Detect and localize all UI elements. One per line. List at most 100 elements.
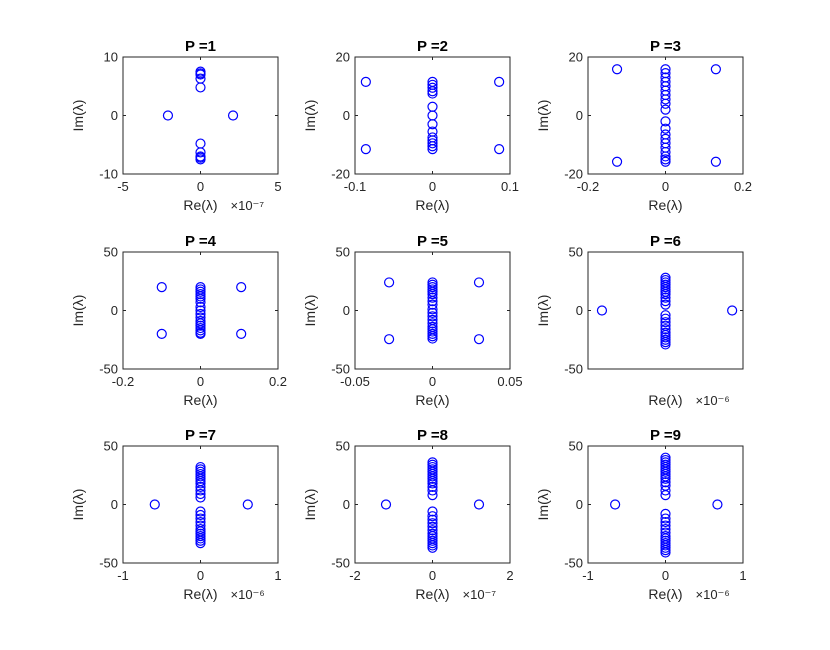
data-point [427,318,438,329]
y-tick-label: 0 [343,303,350,318]
subplot-5: -0.05 0 0.05 -50 0 50 P =5 Re(λ) Im(λ) [302,233,523,408]
x-tick-label: 1 [739,568,746,583]
data-point [660,94,671,105]
data-point [236,328,247,339]
data-point [195,82,206,93]
subplot-title: P =5 [417,233,448,250]
data-point [195,301,206,313]
subplot-4: -0.2 0 0.2 -50 0 50 P =4 Re(λ) Im(λ) [70,233,287,408]
data-point [660,513,671,524]
y-axis-label: Im(λ) [535,100,551,132]
data-point [195,485,206,496]
y-tick-label: 0 [111,303,118,318]
x-tick-label: 0.2 [734,179,752,194]
data-point [427,307,438,318]
data-point [427,478,438,489]
data-point [494,144,505,155]
data-point [660,104,671,115]
subplot-7: -1 0 1 -50 0 50 P =7 Re(λ) ×10⁻⁶ Im(λ) [70,427,282,602]
data-point [427,304,438,315]
data-point [660,123,671,134]
data-point [660,310,671,321]
x-tick-label: 0.05 [497,374,522,389]
data-point [660,339,671,350]
data-point [660,317,671,328]
subplot-title: P =8 [417,427,448,444]
y-tick-label: -20 [564,167,583,182]
axes-box [354,251,511,370]
data-point [473,334,485,345]
data-point [427,525,438,536]
subplot-2: -0.1 0 0.1 -20 0 20 P =2 Re(λ) Im(λ) [302,38,519,213]
y-axis-label: Im(λ) [302,100,318,132]
y-axis-label: Im(λ) [70,295,86,327]
x-axis-label: Re(λ) [183,197,217,213]
x-axis-label: Re(λ) [183,392,217,408]
y-tick-label: -50 [331,362,350,377]
axes-box [354,56,511,175]
x-tick-label: 0 [429,374,436,389]
y-tick-label: -50 [331,556,350,571]
data-point [195,297,206,308]
data-point [427,289,438,300]
y-tick-label: 0 [576,303,583,318]
y-tick-label: 50 [336,439,350,454]
data-point [660,324,671,335]
data-point [427,542,438,553]
data-point [427,292,438,303]
data-point [195,293,206,304]
x-tick-label: -0.05 [340,374,370,389]
x-axis-exponent: ×10⁻⁶ [696,587,730,602]
data-point [427,311,438,322]
x-tick-label: -0.2 [577,179,599,194]
data-point [427,490,438,501]
data-point [360,76,371,87]
data-point [427,82,438,93]
x-tick-label: 0.2 [269,374,287,389]
data-point [427,333,438,344]
data-point [427,88,438,99]
data-point [427,138,438,149]
subplot-3: -0.2 0 0.2 -20 0 20 P =3 Re(λ) Im(λ) [535,38,752,213]
data-point [195,305,206,316]
x-tick-label: 0 [429,179,436,194]
data-point [384,334,395,345]
data-point [473,499,485,510]
x-tick-label: -1 [582,568,594,583]
x-tick-label: 0 [429,568,436,583]
data-point [660,151,671,162]
y-tick-label: 0 [111,497,118,512]
y-axis-label: Im(λ) [70,489,86,521]
x-axis-exponent: ×10⁻⁷ [463,587,497,602]
data-point [195,68,206,79]
data-point [710,64,721,75]
data-point [380,499,392,510]
data-point [427,110,438,121]
data-point [156,328,167,339]
data-point [195,147,206,158]
data-point [660,485,671,496]
data-point [660,313,671,324]
y-tick-label: 0 [111,108,118,123]
subplot-title: P =4 [185,233,217,250]
x-axis-exponent: ×10⁻⁶ [231,587,265,602]
data-point [660,516,671,528]
y-tick-label: 20 [569,50,583,65]
subplot-9: -1 0 1 -50 0 50 P =9 Re(λ) ×10⁻⁶ Im(λ) [535,427,747,602]
subplot-title: P =1 [185,38,216,55]
x-axis-label: Re(λ) [415,197,449,213]
y-tick-label: 0 [576,108,583,123]
x-tick-label: -5 [117,179,129,194]
data-point [712,499,723,510]
axes-box [122,251,279,370]
data-point [384,277,395,288]
data-point [660,473,671,484]
x-tick-label: 0 [662,179,669,194]
x-tick-label: 0 [662,568,669,583]
data-point [427,101,438,112]
x-tick-label: 1 [274,568,281,583]
x-axis-label: Re(λ) [183,586,217,602]
x-tick-label: 5 [274,179,281,194]
y-tick-label: 50 [569,439,583,454]
